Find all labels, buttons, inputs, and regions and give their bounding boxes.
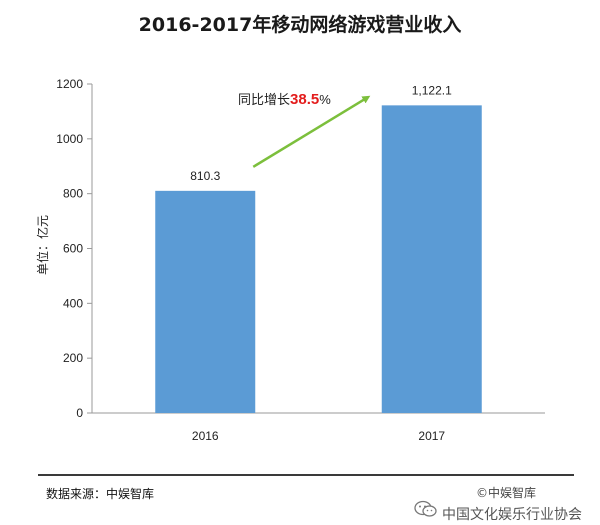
x-tick-label: 2017: [418, 429, 445, 443]
bar-2016: [155, 190, 256, 413]
data-label: 810.3: [190, 169, 220, 183]
watermark: ©中娱智库: [476, 486, 537, 500]
x-tick-label: 2016: [192, 429, 219, 443]
y-tick-label: 1000: [56, 132, 83, 146]
growth-label: 同比增长38.5%: [238, 91, 331, 108]
y-tick-label: 400: [63, 296, 83, 310]
y-tick-label: 200: [63, 351, 83, 365]
data-labels: 810.3 1,122.1: [190, 83, 452, 182]
bar-2017: [381, 105, 482, 414]
y-tick-label: 0: [76, 406, 83, 420]
data-source: 数据来源：中娱智库: [46, 487, 155, 501]
y-axis-label: 单位：亿元: [35, 215, 50, 275]
y-tick-label: 600: [63, 242, 83, 256]
x-axis: 2016 2017: [92, 412, 545, 443]
bars: [155, 105, 482, 414]
y-axis: 0 200 400 600 800 1000 1200: [56, 77, 93, 420]
growth-prefix: 同比增长: [238, 92, 290, 107]
y-tick-label: 800: [63, 187, 83, 201]
data-label: 1,122.1: [412, 83, 452, 97]
growth-annotation: 同比增长38.5%: [238, 91, 371, 168]
footer-divider: [38, 474, 574, 476]
wechat-icon: [414, 500, 437, 517]
growth-suffix: %: [319, 92, 331, 107]
chart-title: 2016-2017年移动网络游戏营业收入: [138, 14, 462, 36]
y-tick-label: 1200: [56, 77, 83, 91]
organization-name: 中国文化娱乐行业协会: [442, 507, 582, 523]
growth-value: 38.5: [290, 91, 319, 108]
bar-chart: 0 200 400 600 800 1000 1200 2016 2017 810.3 1,12…: [35, 77, 545, 443]
growth-arrow: [252, 95, 371, 168]
